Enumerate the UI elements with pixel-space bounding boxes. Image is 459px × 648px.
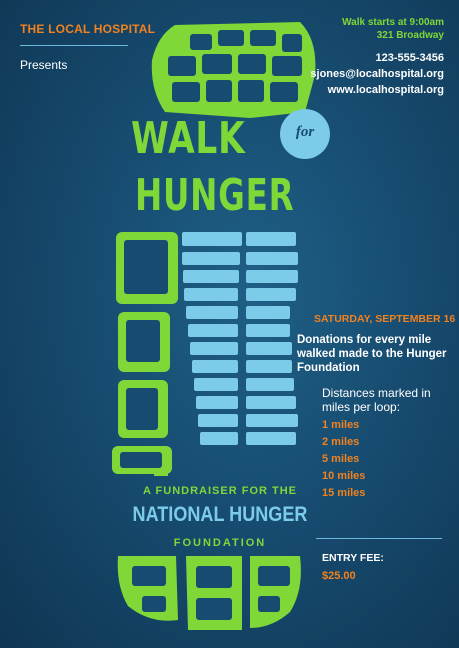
title-hunger: HUNGER xyxy=(135,170,295,221)
distance-item: 2 miles xyxy=(322,436,360,448)
donations-text: Donations for every mile walked made to … xyxy=(297,334,447,374)
entry-fee-value: $25.00 xyxy=(322,570,356,582)
title-connector: for xyxy=(295,124,315,140)
distance-item: 10 miles xyxy=(322,470,366,482)
sole-pad xyxy=(154,468,168,476)
divider xyxy=(316,538,442,539)
contact-phone: 123-555-3456 xyxy=(375,52,444,64)
contact-email: sjones@localhospital.org xyxy=(310,68,444,80)
organizer-name: THE LOCAL HOSPITAL xyxy=(20,22,156,36)
for-bubble: for xyxy=(280,109,330,159)
fundraiser-line3: FOUNDATION xyxy=(173,537,267,549)
event-date: SATURDAY, SEPTEMBER 16 xyxy=(314,313,456,325)
title-walk: WALK xyxy=(131,113,246,164)
contact-website: www.localhospital.org xyxy=(327,84,444,96)
distance-item: 15 miles xyxy=(322,487,366,499)
fundraiser-name: NATIONAL HUNGER xyxy=(132,503,308,526)
distance-item: 5 miles xyxy=(322,453,360,465)
walk-address: 321 Broadway xyxy=(376,30,444,41)
divider xyxy=(20,45,128,46)
distance-item: 1 miles xyxy=(322,419,360,431)
fundraiser-line1: A FUNDRAISER FOR THE xyxy=(142,485,298,497)
distances-label: Distances marked in miles per loop: xyxy=(322,386,431,414)
entry-fee-label: ENTRY FEE: xyxy=(322,552,384,564)
presents-label: Presents xyxy=(20,58,68,72)
walk-start-time: Walk starts at 9:00am xyxy=(342,17,444,28)
